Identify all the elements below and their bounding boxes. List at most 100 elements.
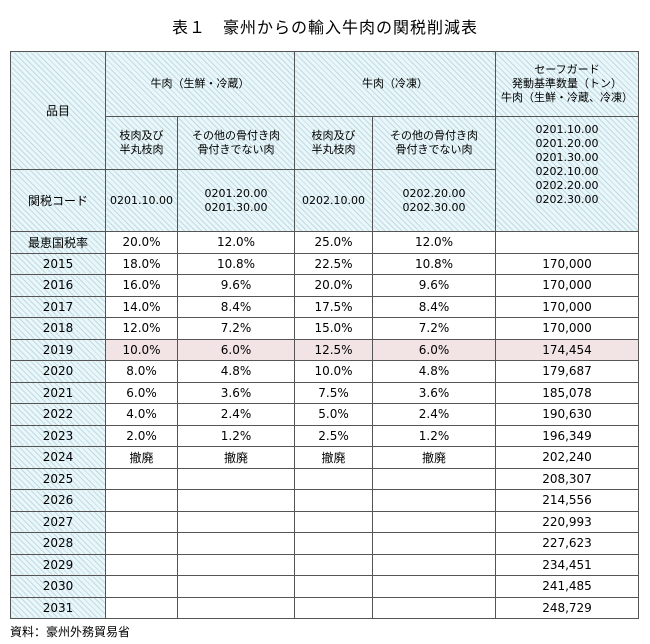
rate-cell: 2.0% [105,424,178,447]
safeguard-quantity-cell: 185,078 [495,381,639,404]
rate-cell: 2.4% [177,403,295,426]
rate-cell: 18.0% [105,252,178,275]
rate-cell [177,553,295,576]
safeguard-code: 0201.10.00 [535,123,599,136]
row-year: 2027 [10,510,106,533]
rate-cell: 17.5% [294,295,373,318]
safeguard-line-1: セーフガード [534,63,600,76]
rate-cell [105,467,178,490]
rate-cell [372,596,496,619]
safeguard-quantity-cell: 170,000 [495,252,639,275]
rate-cell: 12.0% [177,231,295,254]
rate-cell [105,510,178,533]
rate-cell [177,532,295,555]
safeguard-quantity-cell: 227,623 [495,532,639,555]
header-frozen: 牛肉（冷凍） [294,51,496,117]
table-row: 2021 6.0% 3.6% 7.5% 3.6% 185,078 [10,381,639,404]
rate-cell [294,532,373,555]
rate-cell: 20.0% [294,274,373,297]
rate-cell [177,510,295,533]
rate-cell: 4.0% [105,403,178,426]
table-row: 2030 241,485 [10,575,639,598]
rate-cell: 10.0% [294,360,373,383]
rate-cell [372,510,496,533]
code-line: 0201.20.00 [204,186,268,200]
row-year: 2031 [10,596,106,619]
row-year: 2015 [10,252,106,275]
rate-cell: 10.8% [372,252,496,275]
row-year: 2020 [10,360,106,383]
rate-cell: 20.0% [105,231,178,254]
rate-cell: 3.6% [372,381,496,404]
page-title: 表１ 豪州からの輸入牛肉の関税削減表 [171,18,478,37]
table-row: 2026 214,556 [10,489,639,512]
subheader-line: 枝肉及び [119,129,164,142]
rate-cell [177,596,295,619]
table-row: 2017 14.0% 8.4% 17.5% 8.4% 170,000 [10,295,639,318]
row-year: 2029 [10,553,106,576]
code-line: 0201.30.00 [204,200,268,214]
rate-cell: 14.0% [105,295,178,318]
rate-cell: 9.6% [372,274,496,297]
safeguard-quantity-cell: 202,240 [495,446,639,469]
table-row: 2027 220,993 [10,510,639,533]
rate-cell: 5.0% [294,403,373,426]
row-year: 最恵国税率 [10,231,106,254]
safeguard-code: 0202.30.00 [535,193,599,206]
safeguard-quantity-cell: 179,687 [495,360,639,383]
safeguard-line-2: 発動基準数量（トン） [512,77,622,90]
table-row: 2015 18.0% 10.8% 22.5% 10.8% 170,000 [10,252,639,275]
rate-cell [372,489,496,512]
subheader-chilled-cut: 枝肉及び 半丸枝肉 [105,116,178,170]
subheader-line: 半丸枝肉 [311,143,356,156]
table-row: 2023 2.0% 1.2% 2.5% 1.2% 196,349 [10,424,639,447]
rate-cell [105,489,178,512]
subheader-line: 骨付きでない肉 [197,143,275,156]
rate-cell: 12.0% [372,231,496,254]
rate-cell: 15.0% [294,317,373,340]
rate-cell: 撤廃 [105,446,178,469]
subheader-frozen-cut: 枝肉及び 半丸枝肉 [294,116,373,170]
subheader-line: その他の骨付き肉 [390,129,478,142]
tariff-code-label: 関税コード [10,169,106,232]
table-row: 2022 4.0% 2.4% 5.0% 2.4% 190,630 [10,403,639,426]
code-chilled-cut: 0201.10.00 [105,169,178,232]
row-year: 2023 [10,424,106,447]
safeguard-quantity-cell: 234,451 [495,553,639,576]
row-year: 2026 [10,489,106,512]
rate-cell: 2.5% [294,424,373,447]
rate-cell: 8.4% [372,295,496,318]
table-row: 2019 10.0% 6.0% 12.5% 6.0% 174,454 [10,338,639,361]
rate-cell: 6.0% [372,338,496,361]
rate-cell: 10.8% [177,252,295,275]
table-row: 2018 12.0% 7.2% 15.0% 7.2% 170,000 [10,317,639,340]
rate-cell [294,553,373,576]
rate-cell [372,467,496,490]
safeguard-quantity-cell: 241,485 [495,575,639,598]
rate-cell [105,596,178,619]
safeguard-line-3: 牛肉（生鮮・冷蔵、冷凍） [501,91,633,104]
row-year: 2028 [10,532,106,555]
rate-cell: 4.8% [372,360,496,383]
row-year: 2030 [10,575,106,598]
rate-cell [105,575,178,598]
rate-cell: 16.0% [105,274,178,297]
safeguard-quantity-cell: 170,000 [495,274,639,297]
rate-cell: 12.5% [294,338,373,361]
source-note: 資料：豪州外務貿易省 [10,625,131,639]
subheader-chilled-other: その他の骨付き肉 骨付きでない肉 [177,116,295,170]
row-year: 2019 [10,338,106,361]
subheader-line: 半丸枝肉 [119,143,164,156]
safeguard-quantity-cell: 248,729 [495,596,639,619]
rate-cell [294,596,373,619]
rate-cell: 6.0% [177,338,295,361]
safeguard-quantity-cell: 208,307 [495,467,639,490]
rate-cell [294,489,373,512]
safeguard-quantity-cell: 214,556 [495,489,639,512]
rate-cell: 9.6% [177,274,295,297]
row-year: 2018 [10,317,106,340]
safeguard-code: 0201.20.00 [535,137,599,150]
safeguard-code: 0202.20.00 [535,179,599,192]
header-item: 品目 [10,51,106,170]
safeguard-quantity-cell [495,231,639,254]
